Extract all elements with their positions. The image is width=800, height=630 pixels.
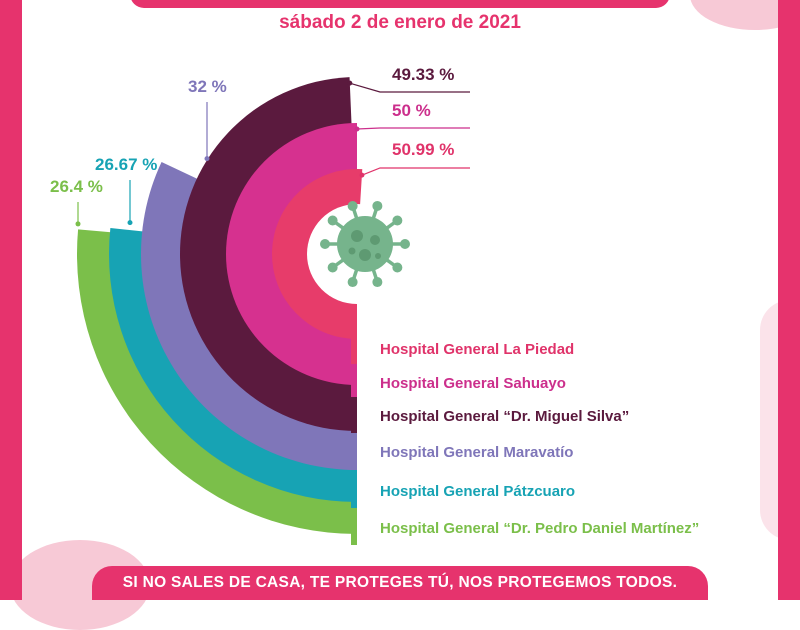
footer-slogan-text: SI NO SALES DE CASA, TE PROTEGES TÚ, NOS… xyxy=(122,574,678,591)
row-marker-4 xyxy=(351,433,357,469)
row-marker-2 xyxy=(351,364,357,400)
footer-slogan: SI NO SALES DE CASA, TE PROTEGES TÚ, NOS… xyxy=(92,566,708,600)
category-label-1: Hospital General La Piedad xyxy=(380,341,574,358)
value-leader-dot-3 xyxy=(347,80,353,86)
category-label-5: Hospital General Pátzcuaro xyxy=(380,483,575,500)
value-leader-line-2 xyxy=(356,127,470,130)
value-leader-dot-6 xyxy=(75,221,81,227)
label-panel xyxy=(357,330,757,550)
category-label-3: Hospital General “Dr. Miguel Silva” xyxy=(380,408,629,425)
value-label-2: 50 % xyxy=(392,101,431,120)
virus-icon xyxy=(320,200,410,288)
value-leader-line-3 xyxy=(349,82,470,93)
report-date: sábado 2 de enero de 2021 xyxy=(279,12,521,33)
value-leader-dot-4 xyxy=(204,156,210,162)
value-leader-dot-1 xyxy=(359,172,365,178)
value-label-5: 26.67 % xyxy=(95,155,157,174)
row-marker-6 xyxy=(351,509,357,545)
radial-bar-chart: Hospital General La Piedad Hospital Gener… xyxy=(50,65,757,550)
value-label-4: 32 % xyxy=(188,77,227,96)
title-banner-edge xyxy=(130,0,670,8)
value-label-3: 49.33 % xyxy=(392,65,454,84)
row-marker-3 xyxy=(351,397,357,433)
value-leader-dot-2 xyxy=(354,126,360,132)
value-label-1: 50.99 % xyxy=(392,140,454,159)
category-label-4: Hospital General Maravatío xyxy=(380,444,573,461)
row-marker-5 xyxy=(351,472,357,508)
category-label-2: Hospital General Sahuayo xyxy=(380,375,566,392)
category-label-6: Hospital General “Dr. Pedro Daniel Martí… xyxy=(380,520,699,537)
row-marker-1 xyxy=(351,330,357,366)
value-leader-line-1 xyxy=(361,167,470,176)
value-leader-dot-5 xyxy=(127,220,133,226)
value-label-6: 26.4 % xyxy=(50,177,103,196)
